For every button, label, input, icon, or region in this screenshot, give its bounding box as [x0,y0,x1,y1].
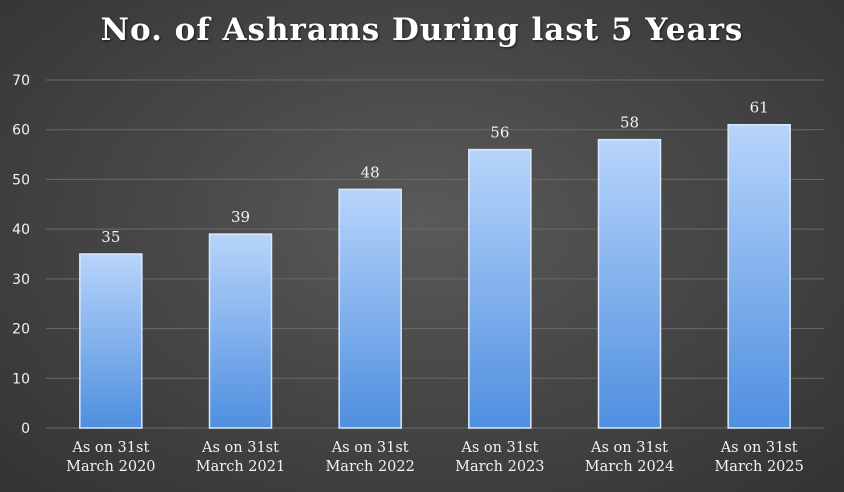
y-tick-label: 70 [12,73,30,89]
x-category-label: As on 31st March 2023 [455,440,544,475]
data-label: 58 [620,114,639,132]
bar [468,148,532,429]
data-label: 35 [101,228,120,246]
data-label: 61 [750,99,769,117]
gridlines [46,79,824,429]
bar [727,123,791,429]
y-tick-label: 50 [12,172,30,188]
x-axis-categories: As on 31st March 2020 As on 31st March 2021… [66,440,804,475]
data-label: 48 [361,163,380,181]
bar [79,253,143,429]
bar [208,233,273,429]
data-labels: 35 39 48 56 58 61 [101,99,768,246]
data-label: 56 [490,124,509,142]
y-axis-ticks: 0 10 20 30 40 50 60 70 [12,73,30,437]
x-category-label: As on 31st March 2022 [325,440,414,475]
x-category-label: As on 31st March 2021 [196,440,285,475]
x-category-label: As on 31st March 2025 [714,440,803,475]
bar [597,138,662,429]
y-tick-label: 60 [12,123,30,139]
y-tick-label: 0 [21,421,30,437]
bar [338,188,402,429]
y-tick-label: 30 [12,272,30,288]
chart-title: No. of Ashrams During last 5 Years [100,12,744,48]
bars [79,123,791,429]
x-category-label: As on 31st March 2020 [66,440,155,475]
y-tick-label: 40 [12,222,30,238]
y-tick-label: 10 [12,371,30,387]
x-category-label: As on 31st March 2024 [585,440,674,475]
y-tick-label: 20 [12,322,30,338]
data-label: 39 [231,208,250,226]
